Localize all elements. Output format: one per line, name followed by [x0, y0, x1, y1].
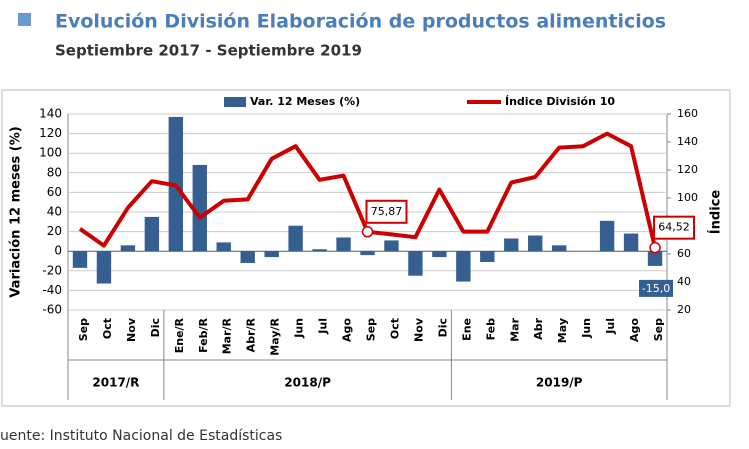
- x-tick-label: May/R: [269, 317, 282, 355]
- x-tick-label: Feb/R: [197, 317, 210, 352]
- x-tick-label: Oct: [101, 318, 114, 339]
- bar: [336, 237, 351, 252]
- bar: [288, 225, 303, 252]
- group-label: 2018/P: [284, 376, 331, 390]
- chart-frame: [1, 89, 731, 407]
- x-tick-label: Sep: [652, 318, 665, 341]
- bar: [312, 249, 327, 252]
- y-tick-label: 140: [39, 107, 62, 121]
- y2-tick-label: 160: [677, 107, 698, 120]
- y-tick-label: 20: [47, 224, 62, 238]
- data-label-box: [365, 199, 408, 224]
- source: uente: Instituto Nacional de Estadística…: [0, 428, 282, 444]
- x-tick-label: Oct: [388, 318, 401, 339]
- bar: [96, 251, 112, 284]
- x-tick-label: Dic: [436, 318, 449, 337]
- bar: [647, 251, 663, 266]
- y-tick-label: -20: [42, 263, 62, 277]
- bar: [216, 242, 231, 252]
- x-tick-label: Jul: [604, 318, 617, 335]
- x-tick-label: Nov: [125, 317, 138, 342]
- y2-tick-label: 40: [677, 275, 691, 288]
- data-label: -15,0: [642, 282, 670, 295]
- y-tick-label: -60: [42, 303, 62, 317]
- bar: [504, 238, 519, 252]
- y-tick-label: 0: [54, 244, 62, 258]
- y2-axis-label: Índice: [708, 190, 724, 235]
- x-tick-label: Abr/R: [245, 317, 258, 352]
- x-tick-label: Jun: [580, 318, 593, 339]
- bar: [240, 251, 255, 263]
- x-tick-label: Sep: [365, 318, 378, 341]
- line-marker: [361, 226, 374, 238]
- y-tick-label: 40: [47, 205, 62, 219]
- x-tick-label: Mar/R: [221, 317, 234, 354]
- x-tick-label: Dic: [149, 318, 162, 337]
- data-label: 64,52: [658, 221, 690, 234]
- bar: [192, 164, 207, 252]
- y-tick-label: -40: [42, 283, 62, 297]
- bar: [623, 233, 639, 252]
- x-tick-label: Abr: [532, 317, 545, 339]
- y-tick-label: 100: [39, 146, 62, 160]
- bar: [408, 251, 423, 276]
- bar: [551, 245, 567, 252]
- y-tick-label: 120: [39, 126, 62, 140]
- x-tick-label: Jun: [293, 318, 306, 339]
- y-tick-label: 80: [47, 165, 62, 179]
- x-tick-label: Feb: [484, 318, 497, 341]
- data-label: 75,87: [371, 205, 403, 218]
- chart-subtitle: Septiembre 2017 - Septiembre 2019: [55, 42, 362, 60]
- y-tick-label: 60: [47, 185, 62, 199]
- y2-tick-label: 100: [677, 191, 698, 204]
- y-axis-label: Variación 12 meses (%): [9, 126, 24, 297]
- x-tick-label: Ago: [628, 318, 641, 342]
- x-tick-label: Ene: [460, 318, 473, 341]
- bar: [432, 251, 447, 258]
- bar: [599, 220, 615, 252]
- y2-tick-label: 120: [677, 163, 698, 176]
- x-tick-label: Ago: [341, 318, 354, 342]
- bar: [264, 251, 279, 258]
- x-tick-label: Sep: [77, 318, 90, 341]
- y2-tick-label: 60: [677, 247, 691, 260]
- bar: [360, 251, 375, 256]
- x-tick-label: Jul: [317, 318, 330, 335]
- bar: [72, 251, 88, 268]
- data-label-box: [653, 215, 696, 240]
- line-marker: [649, 241, 661, 254]
- y2-tick-label: 20: [677, 303, 691, 316]
- chart-title: Evolución División Elaboración de produc…: [55, 11, 666, 33]
- legend-swatch: [224, 97, 246, 107]
- data-label-box: [639, 279, 674, 297]
- bar: [528, 235, 543, 252]
- bar: [144, 216, 160, 252]
- legend-label: Var. 12 Meses (%): [250, 95, 360, 108]
- x-tick-label: Nov: [412, 317, 425, 342]
- x-tick-label: Ene/R: [173, 317, 186, 353]
- y2-tick-label: 140: [677, 135, 698, 148]
- legend-label: Índice División 10: [505, 95, 615, 108]
- title-icon: [18, 13, 31, 26]
- x-tick-label: May: [556, 318, 569, 343]
- x-tick-label: Mar: [508, 317, 521, 341]
- bar: [120, 245, 136, 252]
- group-label: 2019/P: [536, 376, 583, 390]
- bar: [456, 251, 471, 282]
- bar: [480, 251, 495, 262]
- bar: [384, 240, 399, 252]
- group-label: 2017/R: [92, 376, 139, 390]
